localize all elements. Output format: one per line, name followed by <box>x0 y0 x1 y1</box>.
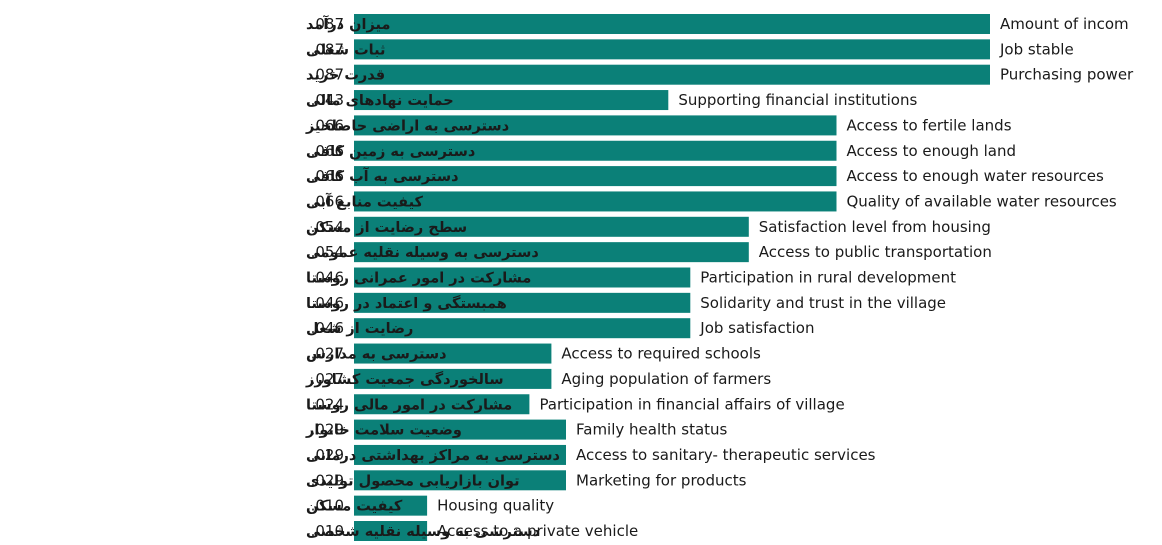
english-label-20: Access to a private vehicle <box>437 522 638 540</box>
english-label-4: Access to fertile lands <box>846 116 1011 134</box>
bar-16 <box>354 419 566 440</box>
value-label-20: .010 <box>311 522 344 540</box>
persian-label-13: دسترسی به مدارس <box>306 347 447 363</box>
bar-14 <box>354 368 552 389</box>
english-label-10: Participation in rural development <box>700 269 956 287</box>
english-label-17: Access to sanitary- therapeutic services <box>576 446 876 464</box>
persian-label-15: مشارکت در امور مالی روستا <box>306 397 512 413</box>
persian-label-9: دسترسی به وسیله نقلیه عمومی <box>306 245 539 261</box>
persian-label-19: کیفیت مسکن <box>306 499 403 515</box>
persian-label-8: سطح رضایت از مسکن <box>306 220 467 236</box>
value-label-0: .087 <box>311 15 344 33</box>
bar-1 <box>354 39 990 60</box>
persian-label-18: توان بازاریابی محصول تولیدی <box>306 473 520 489</box>
value-label-4: .066 <box>311 116 344 134</box>
bar-3 <box>354 90 669 111</box>
value-label-12: .046 <box>311 319 344 337</box>
english-label-7: Quality of available water resources <box>846 192 1116 210</box>
english-label-16: Family health status <box>576 421 728 439</box>
bar-15 <box>354 394 530 415</box>
persian-label-6: دسترسی به آب کافی <box>306 167 459 185</box>
english-label-8: Satisfaction level from housing <box>759 218 991 236</box>
bar-12 <box>354 318 691 339</box>
english-label-1: Job stable <box>999 40 1074 58</box>
persian-label-0: میزان درآمد <box>306 15 390 33</box>
bar-10 <box>354 267 691 288</box>
value-label-15: .024 <box>311 395 344 413</box>
value-label-10: .046 <box>311 269 344 287</box>
bar-17 <box>354 444 566 465</box>
bar-18 <box>354 470 566 491</box>
english-label-11: Solidarity and trust in the village <box>700 294 946 312</box>
bar-6 <box>354 166 837 187</box>
persian-label-20: دسترسی به وسیله نقلیه شخصی <box>306 524 540 540</box>
persian-label-16: وضعیت سلامت خانوار <box>305 423 462 439</box>
value-label-9: .054 <box>311 243 344 261</box>
persian-label-5: دسترسی به زمین کافی <box>306 144 475 160</box>
value-label-11: .046 <box>311 294 344 312</box>
value-label-6: .066 <box>311 167 344 185</box>
persian-label-11: همبستگی و اعتماد در روستا <box>306 294 507 312</box>
persian-label-7: کیفیت منابع آبی <box>306 192 423 210</box>
english-label-19: Housing quality <box>437 497 554 515</box>
bars-group <box>354 14 990 541</box>
value-label-8: .054 <box>311 218 344 236</box>
bar-8 <box>354 216 749 237</box>
english-label-14: Aging population of farmers <box>561 370 771 388</box>
bar-4 <box>354 115 837 136</box>
value-label-16: .029 <box>311 421 344 439</box>
value-label-1: .087 <box>311 40 344 58</box>
english-label-9: Access to public transportation <box>759 243 992 261</box>
value-label-17: .029 <box>311 446 344 464</box>
bar-9 <box>354 242 749 263</box>
bar-20 <box>354 521 428 541</box>
bar-0 <box>354 14 990 34</box>
persian-label-1: ثبات شغلی <box>306 42 385 58</box>
value-label-3: .043 <box>311 91 344 109</box>
value-label-18: .029 <box>311 471 344 489</box>
persian-label-17: دسترسی به مراکز بهداشتی درمانی <box>306 448 560 464</box>
english-label-6: Access to enough water resources <box>846 167 1104 185</box>
persian-label-4: دسترسی به اراضی حاصلخیز <box>305 118 509 134</box>
value-label-5: .066 <box>311 142 344 160</box>
value-label-7: .066 <box>311 192 344 210</box>
english-label-15: Participation in financial affairs of vi… <box>539 395 844 413</box>
value-label-19: .010 <box>311 497 344 515</box>
bar-5 <box>354 140 837 161</box>
value-label-13: .027 <box>311 345 344 363</box>
persian-label-12: رضایت از شغل <box>306 321 413 337</box>
english-label-0: Amount of incom <box>1000 15 1129 33</box>
bar-11 <box>354 292 691 313</box>
english-label-5: Access to enough land <box>846 142 1016 160</box>
english-label-3: Supporting financial institutions <box>678 91 917 109</box>
english-label-2: Purchasing power <box>1000 66 1134 84</box>
bar-13 <box>354 343 552 364</box>
persian-label-2: قدرت خرید <box>306 68 385 84</box>
english-label-12: Job satisfaction <box>699 319 814 337</box>
persian-label-3: حمایت نهادهای مالی <box>306 93 454 109</box>
english-label-13: Access to required schools <box>561 345 761 363</box>
bar-19 <box>354 495 428 516</box>
persian-label-10: مشارکت در امور عمرانی روستا <box>306 271 531 287</box>
bar-7 <box>354 191 837 212</box>
value-label-2: .087 <box>311 66 344 84</box>
english-label-18: Marketing for products <box>576 471 747 489</box>
value-label-14: .027 <box>311 370 344 388</box>
bar-2 <box>354 64 990 85</box>
persian-label-14: سالخوردگی جمعیت کشاورز <box>305 370 504 388</box>
